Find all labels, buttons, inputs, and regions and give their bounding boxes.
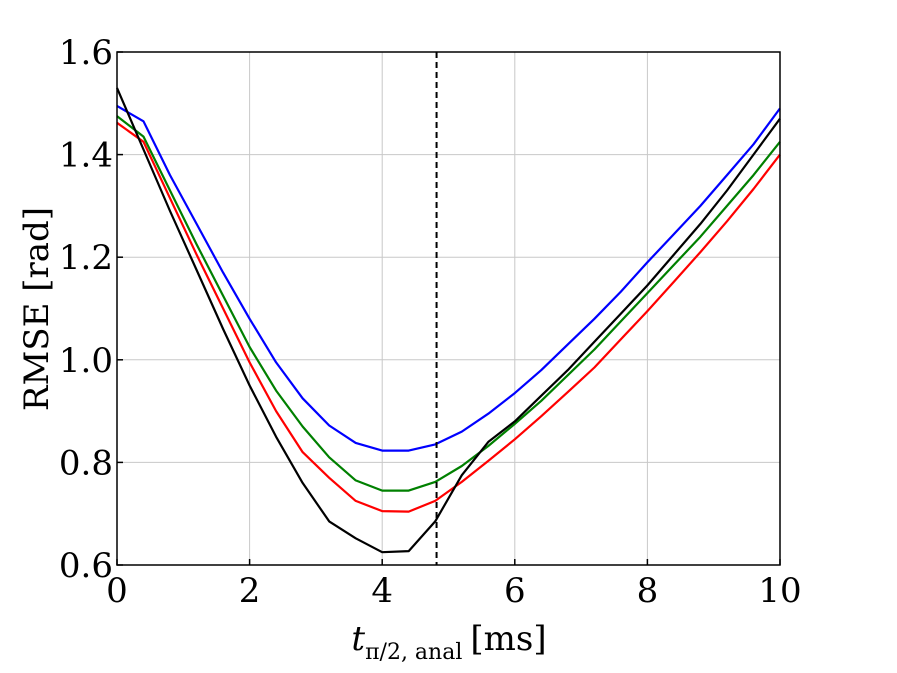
y-tick-labels: 0.6 0.8 1.0 1.2 1.4 1.6	[59, 33, 113, 586]
x-tick-labels: 0 2 4 6 8 10	[106, 571, 801, 611]
x-tick-label: 10	[758, 571, 801, 611]
x-axis-label: tπ/2, anal [ms]	[351, 619, 546, 665]
series-line-black	[115, 87, 781, 554]
y-tick-label: 1.6	[59, 33, 113, 73]
y-tick-label: 1.0	[59, 341, 113, 381]
x-tick-label: 2	[239, 571, 261, 611]
tick-marks	[116, 51, 781, 566]
y-tick-label: 1.4	[59, 136, 113, 176]
x-tick-label: 4	[371, 571, 393, 611]
x-axis-label-main: t	[351, 619, 365, 659]
grid	[116, 51, 781, 566]
x-tick-label: 8	[637, 571, 659, 611]
x-tick-label: 0	[106, 571, 128, 611]
series-line-red	[116, 121, 781, 513]
y-tick-label: 0.6	[59, 546, 113, 586]
x-axis-label-subscript: π/2, anal	[365, 640, 462, 665]
y-tick-label: 0.8	[59, 443, 113, 483]
plot-frame	[116, 51, 781, 566]
x-axis-label-unit: [ms]	[470, 619, 546, 659]
y-axis-label: RMSE [rad]	[17, 207, 57, 411]
series-lines	[115, 87, 781, 554]
x-tick-label: 6	[504, 571, 526, 611]
series-line-blue	[116, 104, 781, 452]
series-line-green	[116, 115, 781, 492]
y-tick-label: 1.2	[59, 238, 113, 278]
